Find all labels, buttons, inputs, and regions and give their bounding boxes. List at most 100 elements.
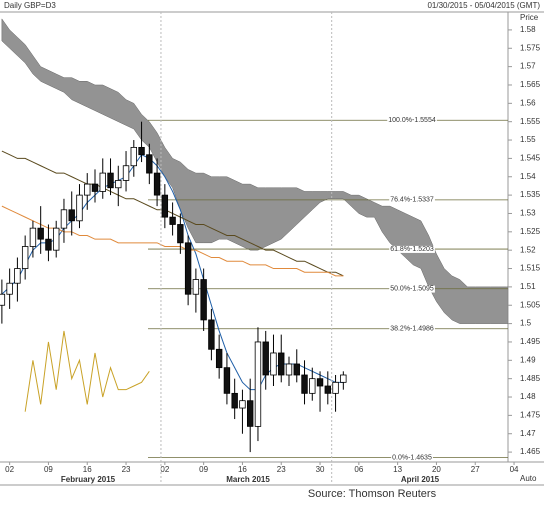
candle-body <box>231 392 238 409</box>
chart-title: Daily GBP=D3 <box>4 1 56 10</box>
candle-body <box>138 146 145 156</box>
x-tick-label: 02 <box>5 465 14 474</box>
candle-body <box>130 146 137 167</box>
fib-label-bg <box>389 245 435 253</box>
candle-body <box>184 242 192 295</box>
candle-body <box>246 400 254 427</box>
x-tick-label: 23 <box>122 465 131 474</box>
y-tick-label: 1.535 <box>520 190 541 199</box>
candle-body <box>99 172 106 192</box>
fib-label: 38.2%-1.4986 <box>390 326 434 333</box>
plot-area: 100.0%-1.5554 76.4%-1.5337 61.8%-1.5203 50.… <box>0 18 508 462</box>
candle-body <box>91 183 99 192</box>
y-tick-label: 1.555 <box>520 117 541 126</box>
indicator-line <box>24 330 150 412</box>
month-label: March 2015 <box>226 475 270 484</box>
fib-label: 76.4%-1.5337 <box>390 197 434 204</box>
candle-body <box>68 209 75 222</box>
candle-body <box>208 319 215 350</box>
y-tick-label: 1.47 <box>520 429 536 438</box>
y-tick-label: 1.55 <box>520 135 536 144</box>
x-tick-label: 04 <box>510 465 519 474</box>
candle-body <box>324 385 331 394</box>
candle-body <box>6 282 13 295</box>
candle-body <box>14 268 21 284</box>
y-tick-label: 1.485 <box>520 374 541 383</box>
candle-body <box>293 363 300 376</box>
ichimoku-cloud <box>1 18 508 324</box>
y-tick-label: 1.575 <box>520 43 541 52</box>
candle-body <box>37 227 44 240</box>
y-tick-label: 1.465 <box>520 447 541 456</box>
month-label: April 2015 <box>401 475 440 484</box>
source: Source: Thomson Reuters <box>308 488 437 500</box>
y-tick-label: 1.495 <box>520 337 541 346</box>
x-tick-label: 20 <box>432 465 441 474</box>
x-tick-label: 02 <box>160 465 169 474</box>
candle-body <box>215 348 223 369</box>
fib-label: 100.0%-1.5554 <box>388 117 436 124</box>
y-tick-label: 1.545 <box>520 154 541 163</box>
candle-body <box>200 279 207 321</box>
x-tick-label: 23 <box>277 465 286 474</box>
y-tick-label: 1.48 <box>520 392 536 401</box>
candle-body <box>45 238 52 251</box>
fib-label-bg <box>387 117 437 125</box>
y-tick-label: 1.475 <box>520 410 541 419</box>
x-tick-label: 16 <box>238 465 247 474</box>
y-tick-label: 1.52 <box>520 245 536 254</box>
date-range: 01/30/2015 - 05/04/2015 (GMT) <box>427 1 540 10</box>
candle-body <box>270 352 277 376</box>
candle-body <box>53 227 60 251</box>
x-tick-label: 09 <box>199 465 208 474</box>
month-label: February 2015 <box>61 475 116 484</box>
candle-body <box>177 224 184 244</box>
y-tick-label: 1.56 <box>520 98 536 107</box>
fib-label-bg <box>389 325 435 333</box>
candle-body <box>115 180 122 189</box>
candle-body <box>153 172 161 196</box>
candle-body <box>76 194 83 222</box>
y-tick-label: 1.58 <box>520 25 536 34</box>
candle-body <box>223 367 231 394</box>
y-tick-label: 1.57 <box>520 62 536 71</box>
x-tick-label: 09 <box>44 465 53 474</box>
y-tick-label: 1.49 <box>520 355 536 364</box>
candle-body <box>316 378 324 387</box>
candle-body <box>169 216 176 225</box>
y-tick-label: 1.53 <box>520 209 536 218</box>
x-tick-label: 27 <box>471 465 480 474</box>
fib-label-bg <box>391 454 433 462</box>
fib-label: 0.0%-1.4635 <box>392 454 432 461</box>
candle-body <box>239 400 246 409</box>
x-tick-label: 30 <box>316 465 325 474</box>
x-tick-label: 06 <box>354 465 363 474</box>
candle-body <box>301 374 308 394</box>
candle-body <box>332 381 339 394</box>
candle-body <box>21 246 29 269</box>
y-tick-label: 1.5 <box>520 319 532 328</box>
candle-body <box>278 352 285 376</box>
fib-label-bg <box>389 196 435 204</box>
x-tick-label: 13 <box>393 465 402 474</box>
candle-body <box>254 341 262 427</box>
scale-button[interactable]: Auto <box>520 474 537 483</box>
x-tick-label: 16 <box>83 465 92 474</box>
candle-body <box>309 378 316 394</box>
candle-body <box>146 154 153 174</box>
fib-label: 50.0%-1.5095 <box>390 286 434 293</box>
candle-body <box>340 374 347 383</box>
y-axis-label: Price <box>520 13 539 22</box>
fib-label-bg <box>389 285 435 293</box>
candle-body <box>107 172 114 189</box>
candle-body <box>60 209 68 229</box>
candle-body <box>84 183 91 196</box>
y-tick-label: 1.565 <box>520 80 541 89</box>
candle-body <box>0 293 6 306</box>
candle-body <box>262 341 269 376</box>
candle-body <box>285 363 293 376</box>
fib-label: 61.8%-1.5203 <box>390 246 434 253</box>
y-tick-label: 1.54 <box>520 172 536 181</box>
candle-body <box>161 194 169 218</box>
